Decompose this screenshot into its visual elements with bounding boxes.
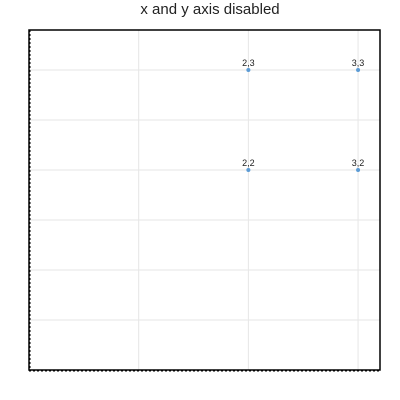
data-point-1[interactable]: [356, 68, 361, 72]
grid: [28, 30, 380, 370]
data-label-1: 3,3: [352, 58, 365, 68]
data-label-3: 3,2: [352, 158, 365, 168]
chart-title: x and y axis disabled: [140, 1, 279, 18]
data-label-0: 2,3: [242, 58, 255, 68]
data-label-2: 2,2: [242, 158, 255, 168]
data-points: 2,3 3,3 2,2 3,2: [242, 58, 364, 172]
data-point-0[interactable]: [246, 68, 251, 72]
data-point-3[interactable]: [356, 168, 361, 172]
data-point-2[interactable]: [246, 168, 251, 172]
plot-frame: [28, 29, 381, 371]
